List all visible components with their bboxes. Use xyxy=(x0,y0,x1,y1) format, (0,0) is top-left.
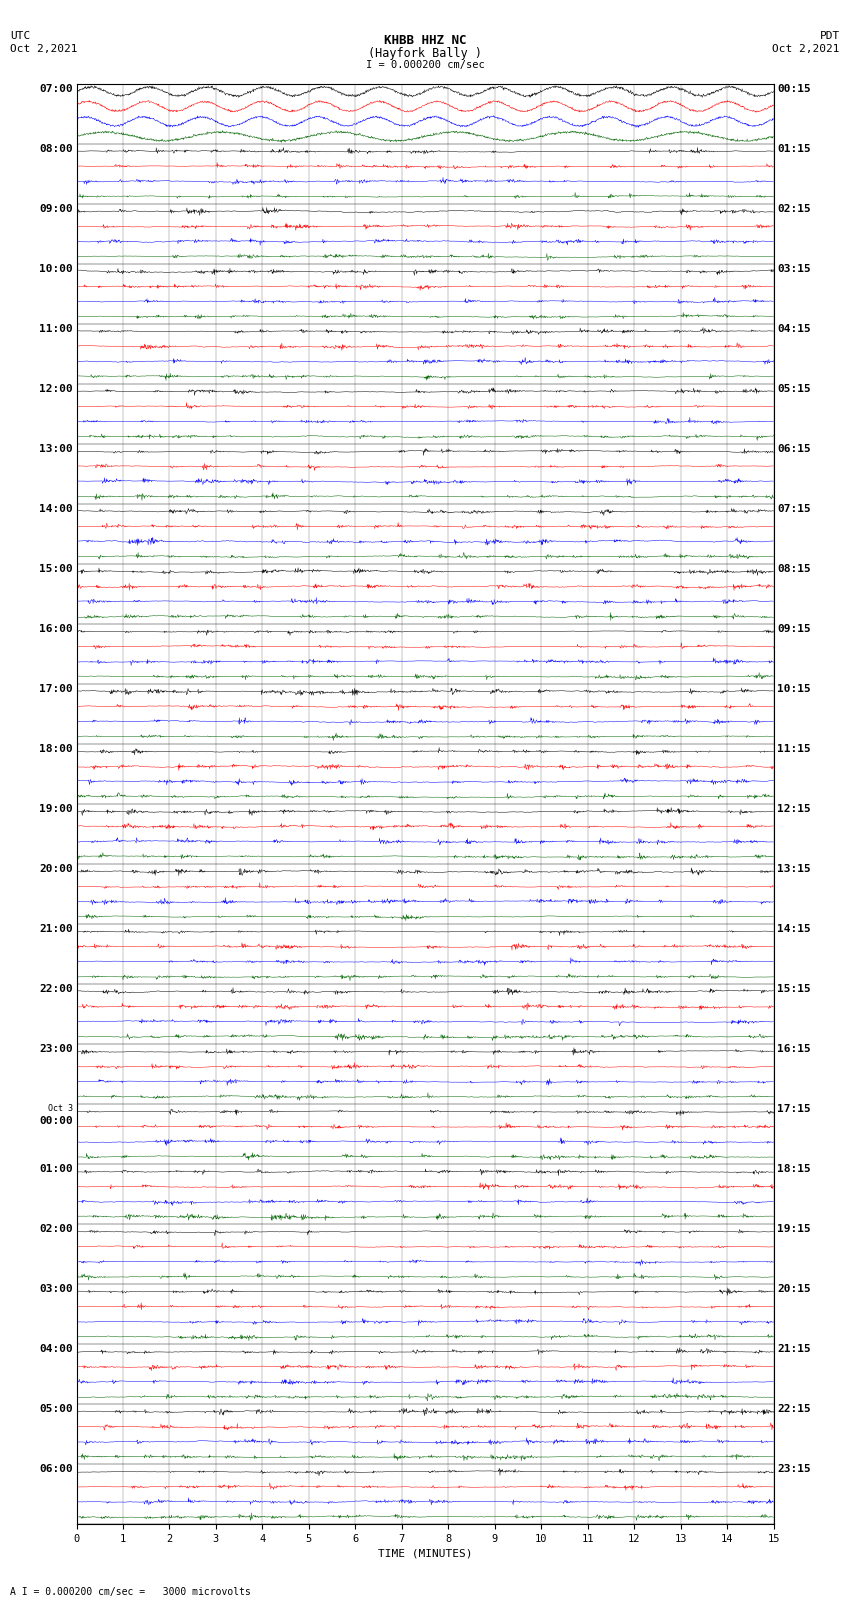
Text: 03:15: 03:15 xyxy=(777,265,811,274)
Text: 20:15: 20:15 xyxy=(777,1284,811,1294)
Text: 06:15: 06:15 xyxy=(777,444,811,453)
Text: 17:15: 17:15 xyxy=(777,1105,811,1115)
Text: PDT: PDT xyxy=(819,31,840,40)
Text: 14:00: 14:00 xyxy=(39,503,73,515)
Text: 22:00: 22:00 xyxy=(39,984,73,994)
Text: 11:00: 11:00 xyxy=(39,324,73,334)
Text: Oct 2,2021: Oct 2,2021 xyxy=(773,44,840,53)
Text: 07:15: 07:15 xyxy=(777,503,811,515)
Text: 13:15: 13:15 xyxy=(777,865,811,874)
Text: 23:00: 23:00 xyxy=(39,1044,73,1055)
Text: 07:00: 07:00 xyxy=(39,84,73,94)
Text: 15:00: 15:00 xyxy=(39,565,73,574)
Text: 10:15: 10:15 xyxy=(777,684,811,694)
Text: 23:15: 23:15 xyxy=(777,1465,811,1474)
Text: 14:15: 14:15 xyxy=(777,924,811,934)
Text: 12:15: 12:15 xyxy=(777,803,811,815)
Text: 11:15: 11:15 xyxy=(777,744,811,753)
Text: 06:00: 06:00 xyxy=(39,1465,73,1474)
Text: 16:15: 16:15 xyxy=(777,1044,811,1055)
Text: 03:00: 03:00 xyxy=(39,1284,73,1294)
Text: (Hayfork Bally ): (Hayfork Bally ) xyxy=(368,47,482,60)
Text: 12:00: 12:00 xyxy=(39,384,73,394)
Text: 08:15: 08:15 xyxy=(777,565,811,574)
Text: 15:15: 15:15 xyxy=(777,984,811,994)
Text: 17:00: 17:00 xyxy=(39,684,73,694)
X-axis label: TIME (MINUTES): TIME (MINUTES) xyxy=(377,1548,473,1558)
Text: A I = 0.000200 cm/sec =   3000 microvolts: A I = 0.000200 cm/sec = 3000 microvolts xyxy=(10,1587,251,1597)
Text: 21:15: 21:15 xyxy=(777,1344,811,1355)
Text: 04:15: 04:15 xyxy=(777,324,811,334)
Text: 19:15: 19:15 xyxy=(777,1224,811,1234)
Text: 18:00: 18:00 xyxy=(39,744,73,753)
Text: Oct 3: Oct 3 xyxy=(48,1105,73,1113)
Text: 00:00: 00:00 xyxy=(39,1116,73,1126)
Text: 16:00: 16:00 xyxy=(39,624,73,634)
Text: 05:00: 05:00 xyxy=(39,1405,73,1415)
Text: I = 0.000200 cm/sec: I = 0.000200 cm/sec xyxy=(366,60,484,69)
Text: 02:15: 02:15 xyxy=(777,203,811,215)
Text: 22:15: 22:15 xyxy=(777,1405,811,1415)
Text: 09:15: 09:15 xyxy=(777,624,811,634)
Text: KHBB HHZ NC: KHBB HHZ NC xyxy=(383,34,467,47)
Text: 00:15: 00:15 xyxy=(777,84,811,94)
Text: 01:15: 01:15 xyxy=(777,144,811,153)
Text: 04:00: 04:00 xyxy=(39,1344,73,1355)
Text: 09:00: 09:00 xyxy=(39,203,73,215)
Text: 20:00: 20:00 xyxy=(39,865,73,874)
Text: 19:00: 19:00 xyxy=(39,803,73,815)
Text: 10:00: 10:00 xyxy=(39,265,73,274)
Text: 02:00: 02:00 xyxy=(39,1224,73,1234)
Text: Oct 2,2021: Oct 2,2021 xyxy=(10,44,77,53)
Text: 01:00: 01:00 xyxy=(39,1165,73,1174)
Text: 05:15: 05:15 xyxy=(777,384,811,394)
Text: UTC: UTC xyxy=(10,31,31,40)
Text: 13:00: 13:00 xyxy=(39,444,73,453)
Text: 08:00: 08:00 xyxy=(39,144,73,153)
Text: 21:00: 21:00 xyxy=(39,924,73,934)
Text: 18:15: 18:15 xyxy=(777,1165,811,1174)
